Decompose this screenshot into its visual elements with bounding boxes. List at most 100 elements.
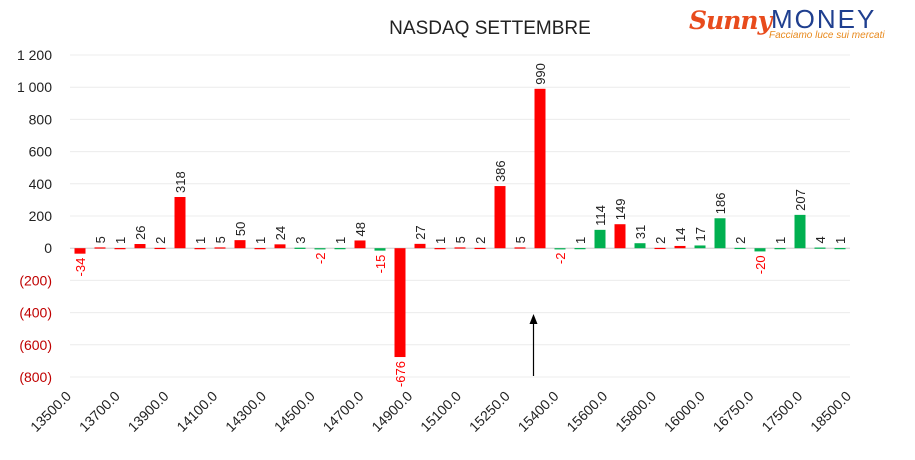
bar bbox=[454, 247, 466, 249]
bar bbox=[774, 248, 786, 250]
data-label: 1 bbox=[573, 237, 588, 244]
y-tick-label: 1 200 bbox=[17, 47, 52, 63]
data-label: -2 bbox=[553, 253, 568, 265]
data-label: 24 bbox=[273, 226, 288, 240]
data-label: 2 bbox=[473, 237, 488, 244]
y-tick-label: (600) bbox=[19, 337, 52, 353]
data-label: 1 bbox=[833, 237, 848, 244]
logo-tagline: Facciamo luce sui mercati bbox=[769, 30, 885, 41]
bar bbox=[114, 248, 126, 250]
data-label: -676 bbox=[393, 361, 408, 387]
bar bbox=[294, 247, 306, 249]
data-label: 5 bbox=[453, 236, 468, 243]
x-tick-label: 16000.0 bbox=[661, 388, 708, 435]
x-tick-label: 14100.0 bbox=[173, 388, 220, 435]
x-tick-label: 18500.0 bbox=[807, 388, 854, 435]
y-tick-label: 200 bbox=[29, 208, 53, 224]
data-label: 1 bbox=[253, 237, 268, 244]
data-label: 186 bbox=[713, 193, 728, 215]
data-label: 27 bbox=[413, 225, 428, 239]
data-label: 50 bbox=[233, 222, 248, 236]
bar bbox=[654, 247, 666, 250]
chart-title: NASDAQ SETTEMBRE bbox=[389, 18, 591, 39]
x-tick-label: 15800.0 bbox=[612, 388, 659, 435]
x-tick-label: 15100.0 bbox=[417, 388, 464, 435]
y-tick-label: 800 bbox=[29, 111, 53, 127]
x-tick-label: 13500.0 bbox=[27, 388, 74, 435]
data-label: 1 bbox=[333, 237, 348, 244]
bar bbox=[374, 248, 386, 251]
x-tick-label: 15400.0 bbox=[515, 388, 562, 435]
bar bbox=[694, 245, 706, 249]
x-tick-label: 13700.0 bbox=[76, 388, 123, 435]
x-tick-label: 17500.0 bbox=[758, 388, 805, 435]
data-label: -15 bbox=[373, 255, 388, 274]
annotation-arrow-head bbox=[529, 314, 538, 324]
x-tick-label: 13900.0 bbox=[125, 388, 172, 435]
bar bbox=[314, 248, 326, 250]
bar bbox=[514, 247, 526, 249]
bar bbox=[214, 247, 226, 249]
data-label: 1 bbox=[773, 237, 788, 244]
bar bbox=[274, 244, 286, 249]
bar bbox=[734, 247, 746, 250]
bar bbox=[714, 218, 726, 249]
data-label: 2 bbox=[153, 237, 168, 244]
data-label: 48 bbox=[353, 222, 368, 236]
data-label: 386 bbox=[493, 160, 508, 182]
bar bbox=[154, 247, 166, 250]
sunny-money-logo: Sunny MONEY Facciamo luce sui mercati bbox=[683, 2, 908, 44]
bar bbox=[634, 243, 646, 249]
data-label: 990 bbox=[533, 63, 548, 85]
bar bbox=[254, 248, 266, 250]
bar bbox=[334, 248, 346, 250]
data-label: 2 bbox=[733, 237, 748, 244]
data-label: 4 bbox=[813, 236, 828, 243]
data-label: 14 bbox=[673, 227, 688, 241]
bar bbox=[834, 248, 846, 250]
data-label: 207 bbox=[793, 189, 808, 211]
bar bbox=[234, 240, 246, 249]
y-tick-label: (400) bbox=[19, 305, 52, 321]
x-tick-label: 14500.0 bbox=[271, 388, 318, 435]
bar bbox=[74, 248, 86, 254]
data-label: 31 bbox=[633, 225, 648, 239]
data-label: 1 bbox=[113, 237, 128, 244]
data-label: 3 bbox=[293, 236, 308, 243]
x-tick-label: 16750.0 bbox=[710, 388, 757, 435]
data-label: 114 bbox=[593, 205, 608, 226]
bar bbox=[494, 186, 506, 249]
bar bbox=[594, 229, 606, 249]
logo-name-sunny: Sunny bbox=[689, 6, 772, 35]
bar bbox=[474, 247, 486, 250]
bar bbox=[794, 214, 806, 249]
bar bbox=[434, 248, 446, 250]
y-tick-label: 1 000 bbox=[17, 79, 52, 95]
bar bbox=[814, 247, 826, 249]
data-label: 149 bbox=[613, 199, 628, 221]
data-label: -2 bbox=[313, 253, 328, 265]
data-label: 5 bbox=[93, 236, 108, 243]
data-label: 17 bbox=[693, 227, 708, 241]
data-label: 2 bbox=[653, 237, 668, 244]
x-tick-label: 14300.0 bbox=[222, 388, 269, 435]
y-tick-label: 400 bbox=[29, 176, 53, 192]
bar bbox=[534, 88, 546, 249]
data-label: -34 bbox=[73, 258, 88, 277]
bar bbox=[754, 248, 766, 252]
data-label: 1 bbox=[433, 237, 448, 244]
data-label: 318 bbox=[173, 171, 188, 193]
x-tick-label: 15250.0 bbox=[466, 388, 513, 435]
bar bbox=[574, 248, 586, 250]
bar bbox=[174, 197, 186, 249]
bar bbox=[674, 245, 686, 249]
bar bbox=[554, 248, 566, 250]
y-tick-label: (800) bbox=[19, 369, 52, 385]
data-label: 1 bbox=[193, 237, 208, 244]
bar bbox=[354, 240, 366, 249]
data-label: -20 bbox=[753, 255, 768, 274]
bar bbox=[194, 248, 206, 250]
x-tick-label: 15600.0 bbox=[563, 388, 610, 435]
